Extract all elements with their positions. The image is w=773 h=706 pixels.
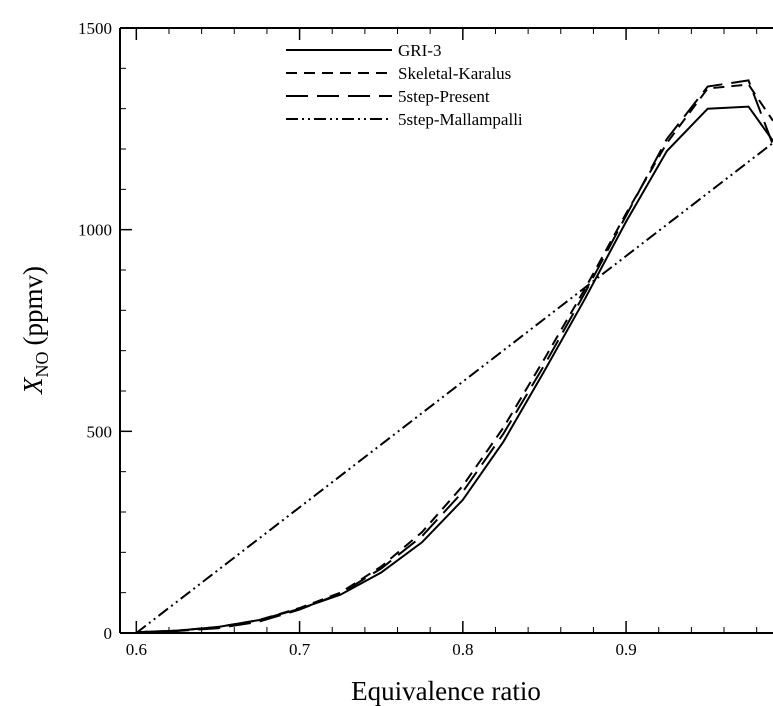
- series-line-skeletal-karalus: [136, 83, 773, 634]
- x-tick-label: 0.6: [126, 640, 147, 659]
- x-tick-label: 0.7: [289, 640, 311, 659]
- plot-frame: [119, 27, 773, 634]
- series-line-5step-mallampalli: [135, 142, 773, 634]
- y-axis-title-unit: (ppmv): [18, 266, 48, 345]
- legend-label: 5step-Mallampalli: [398, 110, 523, 129]
- y-tick-label: 500: [87, 422, 113, 441]
- legend-label: GRI-3: [398, 41, 441, 60]
- x-tick-label: 0.9: [615, 640, 636, 659]
- y-tick-label: 1000: [78, 221, 112, 240]
- legend: GRI-3 Skeletal-Karalus 5step-Present 5step-…: [286, 41, 523, 129]
- series-layer: [135, 79, 773, 634]
- series-line-gri-3: [136, 105, 773, 634]
- x-axis-ticks: 0.6 0.7 0.8 0.9: [126, 28, 758, 659]
- y-tick-label: 1500: [78, 19, 112, 38]
- y-tick-label: 0: [104, 624, 113, 643]
- y-axis-title-subscript: NO: [32, 351, 52, 377]
- y-axis-title: XNO (ppmv): [18, 266, 52, 395]
- legend-label: 5step-Present: [398, 87, 490, 106]
- x-axis-title: Equivalence ratio: [351, 676, 541, 706]
- legend-label: Skeletal-Karalus: [398, 64, 511, 83]
- x-tick-label: 0.8: [452, 640, 473, 659]
- series-line-5step-present: [136, 79, 773, 634]
- y-axis-ticks: 0 500 1000 1500: [78, 19, 132, 643]
- y-axis-title-main: X: [18, 376, 48, 395]
